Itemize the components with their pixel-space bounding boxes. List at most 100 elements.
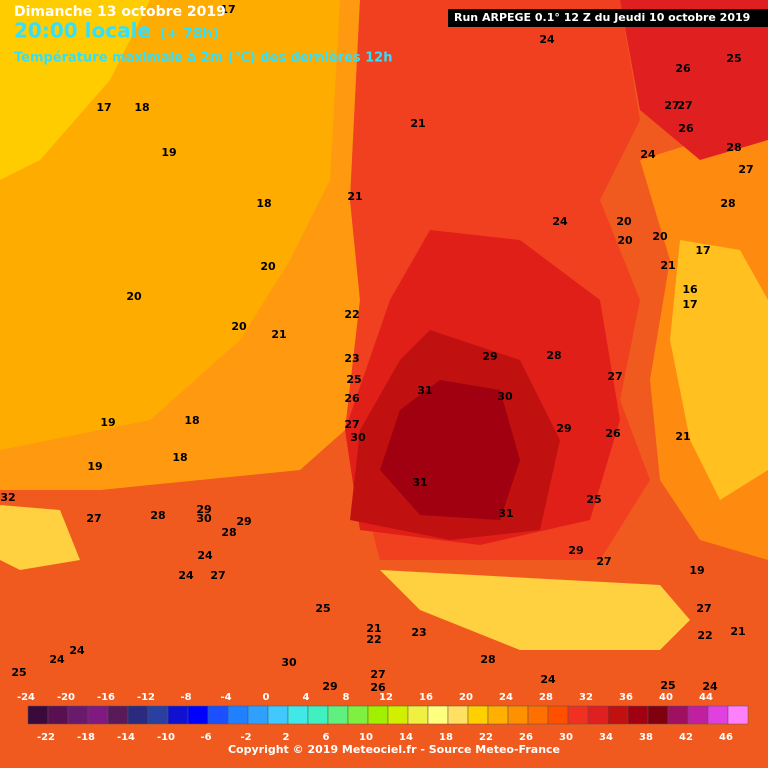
map-label: 21 — [675, 430, 690, 443]
map-label: 20 — [260, 260, 276, 273]
map-label: 29 — [196, 503, 211, 516]
legend-tick-label: -18 — [77, 732, 95, 743]
legend-tick-label: 14 — [399, 732, 413, 743]
legend-tick-label: 44 — [699, 692, 713, 703]
map-label: 32 — [0, 491, 15, 504]
legend-swatch — [487, 705, 509, 725]
legend-tick-label: -16 — [97, 692, 115, 703]
map-label: 20 — [126, 290, 142, 303]
map-label: 24 — [640, 148, 656, 161]
legend-swatch — [67, 705, 89, 725]
legend-tick-label: 4 — [303, 692, 310, 703]
legend-tick-label: -20 — [57, 692, 75, 703]
map-label: 27 — [607, 370, 622, 383]
legend-tick-label: 6 — [323, 732, 330, 743]
legend-swatch — [307, 705, 329, 725]
map-label: 21 — [410, 117, 425, 130]
legend-tick-label: 20 — [459, 692, 473, 703]
map-label: 27 — [664, 99, 679, 112]
date: Dimanche 13 octobre 2019 — [14, 4, 226, 20]
map-label: 20 — [617, 234, 633, 247]
map-label: 26 — [344, 392, 360, 405]
field-name: Température maximale à 2m (°C) des derni… — [14, 51, 392, 66]
map-label: 24 — [540, 673, 556, 686]
map-label: 20 — [231, 320, 247, 333]
legend-swatch — [87, 705, 109, 725]
map-label: 19 — [689, 564, 704, 577]
legend-tick-label: 30 — [559, 732, 573, 743]
legend-swatch — [447, 705, 469, 725]
map-label: 30 — [350, 431, 366, 444]
map-label: 25 — [11, 666, 26, 679]
map-label: 29 — [482, 350, 497, 363]
legend-swatch — [667, 705, 689, 725]
map-label: 27 — [738, 163, 753, 176]
legend-swatch — [427, 705, 449, 725]
legend-tick-label: 2 — [283, 732, 290, 743]
legend-swatch — [147, 705, 169, 725]
map-label: 27 — [370, 668, 385, 681]
legend-swatch — [687, 705, 709, 725]
map-label: 25 — [346, 373, 361, 386]
map-label: 26 — [675, 62, 691, 75]
legend-tick-label: 36 — [619, 692, 633, 703]
map-label: 17 — [695, 244, 710, 257]
map-label: 20 — [616, 215, 632, 228]
legend-swatch — [607, 705, 629, 725]
legend-swatch — [467, 705, 489, 725]
copyright: Copyright © 2019 Meteociel.fr - Source M… — [228, 743, 560, 756]
legend-tick-label: 32 — [579, 692, 593, 703]
map-label: 20 — [652, 230, 668, 243]
land-hottest — [380, 380, 520, 520]
run-box — [448, 9, 768, 27]
legend-swatch — [367, 705, 389, 725]
map-label: 23 — [344, 352, 359, 365]
legend-swatch — [727, 705, 749, 725]
legend-swatch — [647, 705, 669, 725]
map-label: 24 — [539, 33, 555, 46]
map-label: 25 — [726, 52, 741, 65]
west-mountain — [0, 505, 80, 570]
legend-tick-label: 34 — [599, 732, 613, 743]
legend-swatch — [207, 705, 229, 725]
map-label: 30 — [281, 656, 297, 669]
legend-swatch — [167, 705, 189, 725]
map-label: 22 — [344, 308, 359, 321]
legend-tick-label: 24 — [499, 692, 513, 703]
map-label: 25 — [315, 602, 330, 615]
legend-swatch — [527, 705, 549, 725]
legend-tick-label: 42 — [679, 732, 693, 743]
color-legend: -24 -20 -16 -12 -8 -4 0 4 8 12 16 20 24 28 32 36 40 44-22… — [17, 692, 749, 743]
map-label: 21 — [366, 622, 381, 635]
map-label: 17 — [220, 3, 235, 16]
legend-swatch — [707, 705, 729, 725]
legend-swatch — [47, 705, 69, 725]
map-label: 24 — [178, 569, 194, 582]
map-label: 22 — [366, 633, 381, 646]
map-label: 24 — [69, 644, 85, 657]
map-label: 21 — [730, 625, 745, 638]
map-label: 26 — [605, 427, 621, 440]
map-label: 22 — [697, 629, 712, 642]
legend-tick-label: -10 — [157, 732, 175, 743]
legend-swatch — [107, 705, 129, 725]
map-label: 29 — [236, 515, 251, 528]
legend-tick-label: 8 — [343, 692, 350, 703]
map-label: 21 — [347, 190, 362, 203]
map-label: 29 — [556, 422, 571, 435]
map-label: 27 — [596, 555, 611, 568]
legend-swatch — [567, 705, 589, 725]
legend-swatch — [187, 705, 209, 725]
map-label: 26 — [370, 681, 386, 694]
legend-tick-label: -14 — [117, 732, 135, 743]
map-label: 29 — [568, 544, 583, 557]
legend-swatch — [247, 705, 269, 725]
map-label: 30 — [497, 390, 513, 403]
sea-mild — [0, 0, 340, 450]
legend-tick-label: 26 — [519, 732, 533, 743]
map-label: 28 — [480, 653, 495, 666]
map-label: 18 — [134, 101, 149, 114]
legend-tick-label: 10 — [359, 732, 373, 743]
